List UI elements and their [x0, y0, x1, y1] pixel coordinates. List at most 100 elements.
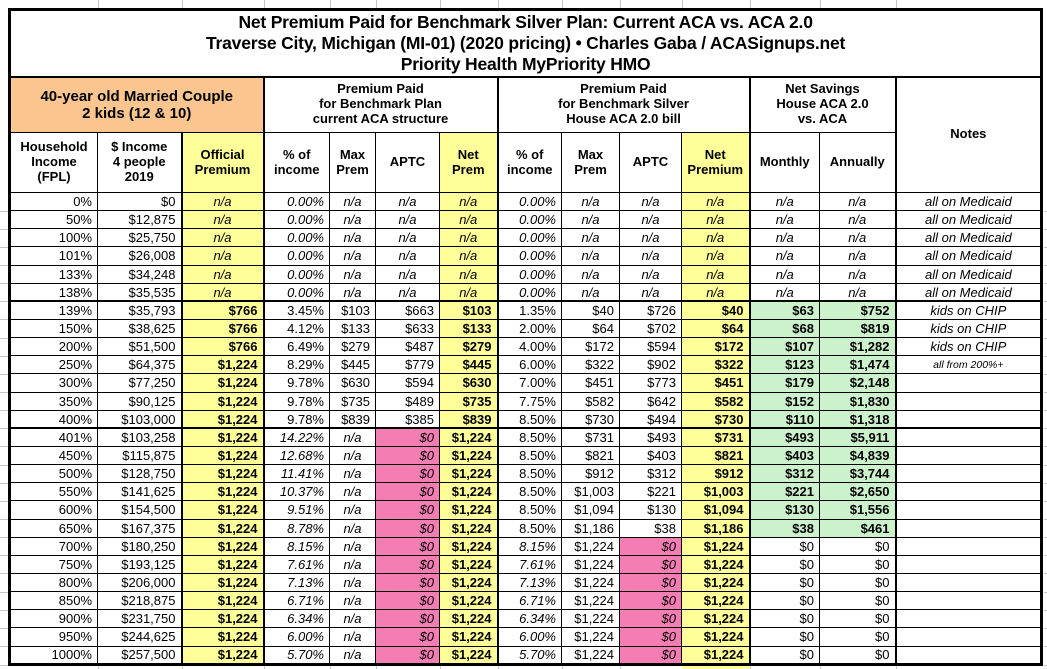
table-row: 200% $51,500 $766 6.49% $279 $487 $279 4.00% $17… — [9, 337, 1043, 357]
gridline-stub — [620, 666, 621, 669]
gridline-stub — [0, 428, 8, 429]
gridline-stub — [1044, 410, 1047, 411]
cell-pct2: 0.00% — [496, 264, 562, 284]
cell-aptc2: $0 — [619, 627, 682, 647]
cell-aptc1: $663 — [375, 300, 440, 320]
cell-fpl: 0% — [9, 191, 98, 212]
gridline-stub — [0, 283, 8, 284]
cell-official: n/a — [180, 246, 264, 266]
cell-aptc2: $494 — [619, 409, 682, 429]
cell-aptc2: n/a — [619, 210, 682, 230]
cell-note — [894, 572, 1043, 593]
cell-pct2: 8.15% — [496, 536, 562, 556]
cell-fpl: 1000% — [9, 645, 98, 666]
cell-pct1: 0.00% — [262, 210, 330, 230]
cell-aptc1: $0 — [375, 536, 440, 556]
col-header-savings-monthly: Monthly — [748, 132, 820, 193]
cell-fpl: 800% — [9, 572, 98, 593]
cell-note: kids on CHIP — [894, 318, 1043, 339]
table-row: 139% $35,793 $766 3.45% $103 $663 $103 1.35% $40… — [9, 300, 1043, 320]
cell-pct1: 0.00% — [262, 191, 330, 212]
cell-monthly: $312 — [748, 464, 820, 484]
cell-net2: n/a — [681, 264, 750, 284]
cell-note — [894, 409, 1043, 429]
cell-aptc1: n/a — [375, 210, 440, 230]
cell-monthly: n/a — [748, 246, 820, 266]
cell-monthly: $68 — [748, 318, 820, 339]
cell-net2: $730 — [681, 409, 750, 429]
cell-net1: $103 — [439, 300, 498, 320]
col-header-aca2-aptc: APTC — [619, 132, 682, 193]
cell-max1: $630 — [329, 373, 376, 393]
cell-net2: $64 — [681, 318, 750, 339]
cell-pct1: 0.00% — [262, 246, 330, 266]
cell-annually: $2,650 — [819, 482, 896, 502]
gridline-stub — [0, 211, 8, 212]
cell-pct2: 6.00% — [496, 355, 562, 375]
cell-net1: $1,224 — [439, 427, 498, 447]
cell-fpl: 450% — [9, 445, 98, 466]
cell-max2: $1,003 — [561, 482, 620, 502]
cell-net1: n/a — [439, 264, 498, 284]
cell-pct2: 0.00% — [496, 228, 562, 248]
table-row: 50% $12,875 n/a 0.00% n/a n/a n/a 0.00% n/a n/a n/… — [9, 210, 1043, 230]
cell-pct1: 9.51% — [262, 500, 330, 520]
cell-official: $1,224 — [180, 373, 264, 393]
cell-aptc1: $0 — [375, 591, 440, 611]
cell-max1: n/a — [329, 536, 376, 556]
cell-aptc2: $0 — [619, 591, 682, 611]
gridline-stub — [0, 446, 8, 447]
cell-income: $244,625 — [97, 627, 182, 647]
cell-max2: n/a — [561, 191, 620, 212]
cell-pct1: 9.78% — [262, 373, 330, 393]
col-header-aca2-pct-income: % of income — [496, 132, 562, 193]
cell-pct1: 0.00% — [262, 264, 330, 284]
cell-income: $206,000 — [97, 572, 182, 593]
gridline-stub — [1044, 501, 1047, 502]
cell-pct1: 6.49% — [262, 337, 330, 357]
cell-note — [894, 536, 1043, 556]
cell-pct2: 0.00% — [496, 210, 562, 230]
cell-income: $35,535 — [97, 282, 182, 302]
cell-pct1: 9.78% — [262, 409, 330, 429]
gridline-stub — [376, 666, 377, 669]
table-row: 1000% $257,500 $1,224 5.70% n/a $0 $1,224 5.70%… — [9, 645, 1043, 666]
cell-max1: $279 — [329, 337, 376, 357]
gridline-stub — [0, 501, 8, 502]
cell-note — [894, 645, 1043, 666]
cell-aptc1: $594 — [375, 373, 440, 393]
gridline-stub — [1044, 537, 1047, 538]
gridline-stub — [1044, 646, 1047, 647]
cell-note: all on Medicaid — [894, 282, 1043, 302]
cell-max2: n/a — [561, 282, 620, 302]
table-row: 133% $34,248 n/a 0.00% n/a n/a n/a 0.00% n/a n/a n… — [9, 264, 1043, 284]
gridline-stub — [1044, 665, 1047, 666]
cell-monthly: n/a — [748, 191, 820, 212]
table-row: 150% $38,625 $766 4.12% $133 $633 $133 2.00% $64… — [9, 318, 1043, 339]
cell-official: $1,224 — [180, 355, 264, 375]
cell-pct1: 11.41% — [262, 464, 330, 484]
cell-fpl: 50% — [9, 210, 98, 230]
cell-max1: n/a — [329, 627, 376, 647]
table-row: 550% $141,625 $1,224 10.37% n/a $0 $1,224 8.50%… — [9, 482, 1043, 502]
cell-net2: $912 — [681, 464, 750, 484]
cell-net1: n/a — [439, 282, 498, 302]
gridline-stub — [1044, 338, 1047, 339]
cell-annually: $3,744 — [819, 464, 896, 484]
cell-aptc1: n/a — [375, 264, 440, 284]
cell-note: all from 200%+ — [894, 355, 1043, 375]
gridline-stub — [750, 0, 751, 8]
cell-official: $1,224 — [180, 554, 264, 574]
table-row: 900% $231,750 $1,224 6.34% n/a $0 $1,224 6.34% $… — [9, 609, 1043, 629]
gridline-stub — [1044, 283, 1047, 284]
cell-monthly: $0 — [748, 627, 820, 647]
gridline-stub — [0, 247, 8, 248]
table-row: 500% $128,750 $1,224 11.41% n/a $0 $1,224 8.50%… — [9, 464, 1043, 484]
cell-note: all on Medicaid — [894, 191, 1043, 212]
table-row: 350% $90,125 $1,224 9.78% $735 $489 $735 7.75% $… — [9, 391, 1043, 411]
col-header-notes: Notes — [894, 76, 1043, 193]
cell-pct2: 7.00% — [496, 373, 562, 393]
table-row: 100% $25,750 n/a 0.00% n/a n/a n/a 0.00% n/a n/a n… — [9, 228, 1043, 248]
gridline-stub — [498, 666, 499, 669]
cell-pct2: 8.50% — [496, 427, 562, 447]
